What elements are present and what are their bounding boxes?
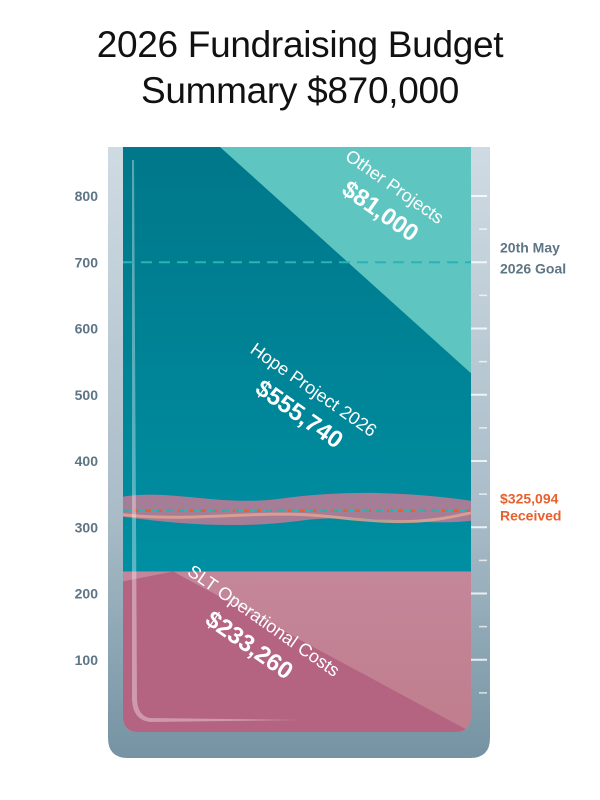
- y-tick-label: 100: [75, 652, 99, 668]
- received-annotation-line-1: $325,094: [500, 491, 559, 507]
- goal-annotation: 20th May 2026 Goal: [500, 239, 566, 276]
- y-tick-label: 200: [75, 586, 99, 602]
- liquid-surface-highlight: [123, 511, 471, 524]
- y-tick-label: 400: [75, 453, 99, 469]
- received-annotation: $325,094 Received: [500, 491, 562, 524]
- y-tick-label: 700: [75, 254, 99, 270]
- received-annotation-line-2: Received: [500, 508, 561, 524]
- y-axis-ticks: 100 200 300 400 500 600 700 800: [75, 188, 487, 694]
- segment-other: [220, 147, 471, 374]
- y-tick-label: 600: [75, 321, 99, 337]
- y-tick-label: 300: [75, 519, 99, 535]
- goal-annotation-line-2: 2026 Goal: [500, 260, 566, 276]
- y-tick-label: 500: [75, 387, 99, 403]
- chart-title-line-1: 2026 Fundraising Budget: [96, 24, 504, 65]
- y-tick-label: 800: [75, 188, 99, 204]
- segment-slt-shade: [123, 571, 471, 732]
- chart-title-line-2: Summary $870,000: [140, 70, 460, 111]
- chart-title: 2026 Fundraising Budget Summary $870,000: [0, 22, 600, 114]
- goal-annotation-line-1: 20th May: [500, 239, 560, 255]
